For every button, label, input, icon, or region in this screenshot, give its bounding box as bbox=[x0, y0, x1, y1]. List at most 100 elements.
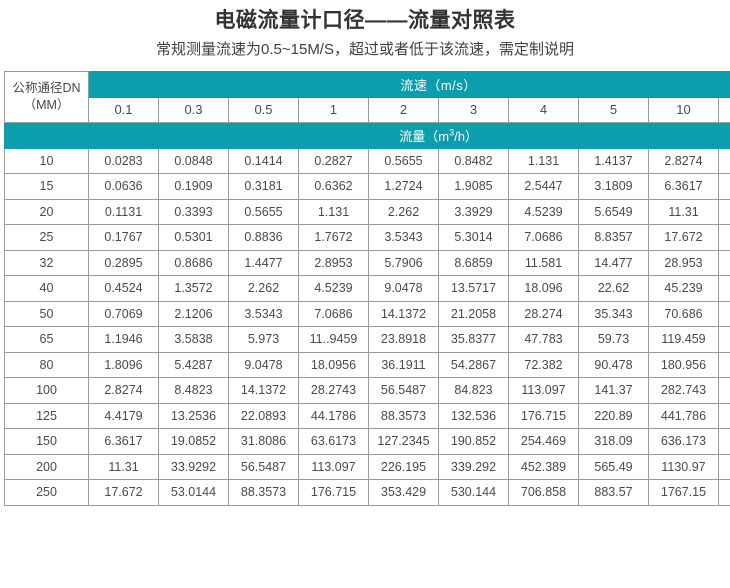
velocity-header-3: 3 bbox=[438, 96, 509, 123]
table-row: 32 0.2895 0.8686 1.4477 2.8953 5.7906 8.6859 11… bbox=[4, 249, 730, 276]
flow-value-cell: 2.5447 bbox=[508, 173, 579, 200]
table-row: 200 11.31 33.9292 56.5487 113.097 226.195 339.… bbox=[4, 453, 730, 480]
flow-value-cell: 0.5655 bbox=[368, 147, 439, 174]
flow-value-cell: 0.2895 bbox=[88, 249, 159, 276]
flow-value-cell: 1.131 bbox=[508, 147, 579, 174]
flow-value-cell: 271.43 bbox=[717, 351, 730, 378]
flow-value-cell: 35.8377 bbox=[438, 326, 509, 353]
flow-value-cell: 2.1206 bbox=[158, 300, 229, 327]
flow-value-cell: 35.343 bbox=[578, 300, 649, 327]
flow-value-cell: 2.8274 bbox=[648, 147, 719, 174]
flow-value-cell: 1130.97 bbox=[648, 453, 719, 480]
dn-cell: 32 bbox=[4, 249, 89, 276]
table-row: 40 0.4524 1.3572 2.262 4.5239 9.0478 13.5717 18… bbox=[4, 275, 730, 302]
flow-value-cell: 1.2724 bbox=[368, 173, 439, 200]
page-subtitle: 常规测量流速为0.5~15M/S，超过或者低于该流速，需定制说明 bbox=[156, 41, 574, 58]
flow-value-cell: 339.292 bbox=[438, 453, 509, 480]
dn-cell: 65 bbox=[4, 326, 89, 353]
flow-value-cell: 636.173 bbox=[648, 428, 719, 455]
velocity-group-header: 流速（m/s） bbox=[87, 71, 730, 98]
flow-value-cell: 2650.7 bbox=[717, 479, 730, 506]
dn-cell: 250 bbox=[4, 479, 89, 506]
flow-value-cell: 59.73 bbox=[578, 326, 649, 353]
flow-value-cell: 5.7906 bbox=[368, 249, 439, 276]
table-row: 15 0.0636 0.1909 0.3181 0.6362 1.2724 1.9085 2.… bbox=[4, 173, 730, 200]
flow-value-cell: 132.536 bbox=[438, 402, 509, 429]
flow-value-cell: 127.2345 bbox=[368, 428, 439, 455]
flow-value-cell: 883.57 bbox=[578, 479, 649, 506]
flow-value-cell: 6.3617 bbox=[88, 428, 159, 455]
flow-value-cell: 530.144 bbox=[438, 479, 509, 506]
dn-cell: 15 bbox=[4, 173, 89, 200]
flow-value-cell: 1.9085 bbox=[438, 173, 509, 200]
flow-value-cell: 5.6549 bbox=[578, 198, 649, 225]
flow-value-cell: 33.9292 bbox=[158, 453, 229, 480]
flow-value-cell: 18.0956 bbox=[298, 351, 369, 378]
dn-cell: 150 bbox=[4, 428, 89, 455]
flow-value-cell: 22.62 bbox=[578, 275, 649, 302]
flow-value-cell: 4.241 bbox=[717, 147, 730, 174]
flow-header-empty-cell bbox=[4, 122, 89, 149]
table-head: 公称通径DN （MM） 流速（m/s） 0.10.30.5123451015 流… bbox=[4, 71, 730, 149]
flow-value-cell: 9.0478 bbox=[368, 275, 439, 302]
flow-value-cell: 11.581 bbox=[508, 249, 579, 276]
velocity-header-5: 5 bbox=[578, 96, 649, 123]
flow-value-cell: 47.783 bbox=[508, 326, 579, 353]
dn-cell: 50 bbox=[4, 300, 89, 327]
flow-value-cell: 0.8482 bbox=[438, 147, 509, 174]
flow-value-cell: 43.43 bbox=[717, 249, 730, 276]
flow-value-cell: 2.262 bbox=[368, 198, 439, 225]
flow-value-cell: 67.858 bbox=[717, 275, 730, 302]
flow-value-cell: 16.965 bbox=[717, 198, 730, 225]
flow-value-cell: 565.49 bbox=[578, 453, 649, 480]
flow-value-cell: 141.37 bbox=[578, 377, 649, 404]
flow-value-cell: 226.195 bbox=[368, 453, 439, 480]
flow-value-cell: 1.131 bbox=[298, 198, 369, 225]
table-row: 10 0.0283 0.0848 0.1414 0.2827 0.5655 0.8482 1.… bbox=[4, 147, 730, 174]
flow-value-cell: 2.8953 bbox=[298, 249, 369, 276]
flow-value-cell: 19.0852 bbox=[158, 428, 229, 455]
flow-value-cell: 1767.15 bbox=[648, 479, 719, 506]
flow-value-cell: 1696.5 bbox=[717, 453, 730, 480]
flow-value-cell: 18.096 bbox=[508, 275, 579, 302]
flow-value-cell: 22.0893 bbox=[228, 402, 299, 429]
flow-value-cell: 0.0848 bbox=[158, 147, 229, 174]
flow-value-cell: 11.31 bbox=[88, 453, 159, 480]
table-row: 125 4.4179 13.2536 22.0893 44.1786 88.3573 132… bbox=[4, 402, 730, 429]
flow-value-cell: 353.429 bbox=[368, 479, 439, 506]
flow-value-cell: 662.68 bbox=[717, 402, 730, 429]
table-container: 公称通径DN （MM） 流速（m/s） 0.10.30.5123451015 流… bbox=[0, 63, 730, 506]
flow-header-unit-post: /h） bbox=[454, 128, 478, 144]
flow-value-cell: 3.3929 bbox=[438, 198, 509, 225]
velocity-header-10: 10 bbox=[648, 96, 719, 123]
flow-value-cell: 5.4287 bbox=[158, 351, 229, 378]
flow-value-cell: 8.8357 bbox=[578, 224, 649, 251]
flow-value-cell: 3.1809 bbox=[578, 173, 649, 200]
flow-value-cell: 21.2058 bbox=[438, 300, 509, 327]
velocity-header-1: 1 bbox=[298, 96, 369, 123]
flow-value-cell: 9.0478 bbox=[228, 351, 299, 378]
flow-value-cell: 4.5239 bbox=[298, 275, 369, 302]
dn-cell: 10 bbox=[4, 147, 89, 174]
flow-value-cell: 706.858 bbox=[508, 479, 579, 506]
dn-cell: 20 bbox=[4, 198, 89, 225]
flow-value-cell: 106.03 bbox=[717, 300, 730, 327]
flow-value-cell: 2.262 bbox=[228, 275, 299, 302]
flow-value-cell: 7.0686 bbox=[298, 300, 369, 327]
velocity-header-4: 4 bbox=[508, 96, 579, 123]
flow-value-cell: 28.2743 bbox=[298, 377, 369, 404]
table-row: 20 0.1131 0.3393 0.5655 1.131 2.262 3.3929 4.52… bbox=[4, 198, 730, 225]
flow-value-cell: 0.0636 bbox=[88, 173, 159, 200]
flow-comparison-table: 公称通径DN （MM） 流速（m/s） 0.10.30.5123451015 流… bbox=[4, 71, 730, 506]
flow-value-cell: 176.715 bbox=[508, 402, 579, 429]
flow-value-cell: 0.5301 bbox=[158, 224, 229, 251]
flow-value-cell: 14.1372 bbox=[368, 300, 439, 327]
velocity-header-2: 2 bbox=[368, 96, 439, 123]
flow-value-cell: 176.715 bbox=[298, 479, 369, 506]
flow-value-cell: 1.8096 bbox=[88, 351, 159, 378]
flow-value-cell: 17.672 bbox=[88, 479, 159, 506]
flow-value-cell: 14.1372 bbox=[228, 377, 299, 404]
flow-value-cell: 0.7069 bbox=[88, 300, 159, 327]
flow-value-cell: 113.097 bbox=[508, 377, 579, 404]
dn-cell: 25 bbox=[4, 224, 89, 251]
